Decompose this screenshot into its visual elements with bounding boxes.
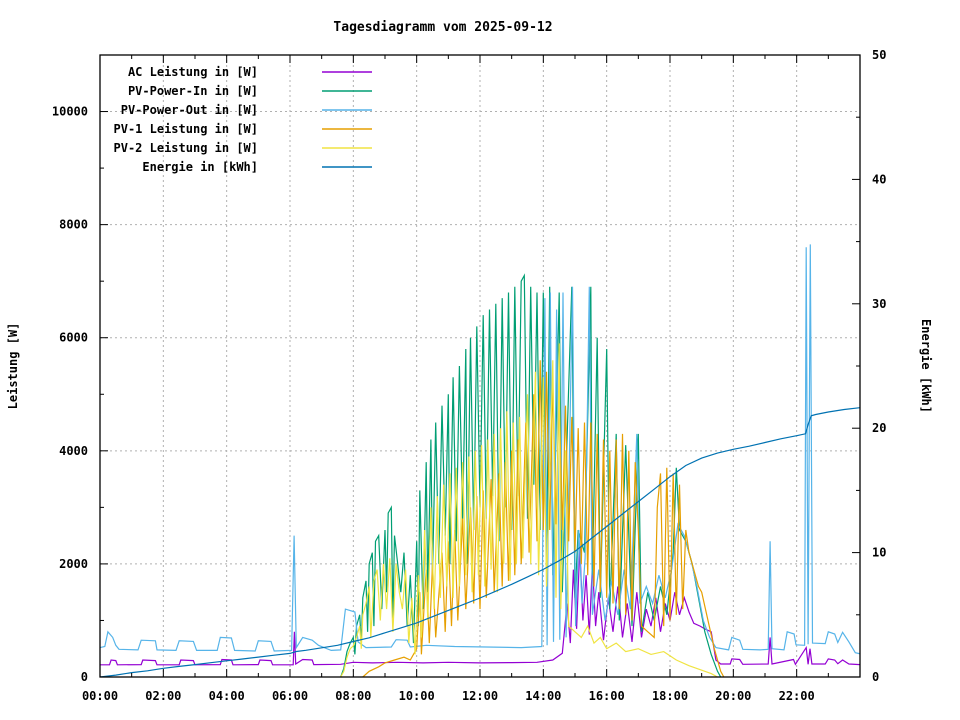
plot-border <box>99 54 861 678</box>
series-line-energie-in-kwh <box>100 407 860 677</box>
right-axis-title: Energie [kWh] <box>919 319 933 413</box>
tick-labels: 00:00 02:00 04:00 06:00 08:00 10:00 12:00 14:00… <box>52 48 887 703</box>
data-series <box>100 244 860 677</box>
y-left-tick-label: 10000 <box>52 105 88 119</box>
x-tick-label: 00:00 <box>82 689 118 703</box>
legend-label: PV-Power-In in [W] <box>128 84 258 98</box>
legend-item-energie-in-kwh: Energie in [kWh] <box>142 160 372 174</box>
y-right-tick-label: 50 <box>872 48 886 62</box>
x-tick-label: 12:00 <box>462 689 498 703</box>
x-tick-label: 06:00 <box>272 689 308 703</box>
y-left-tick-label: 8000 <box>59 218 88 232</box>
chart-title: Tagesdiagramm vom 2025-09-12 <box>333 20 552 35</box>
legend-label: Energie in [kWh] <box>142 160 258 174</box>
x-tick-label: 14:00 <box>525 689 561 703</box>
series-line-pv-power-in-in-w <box>340 273 722 677</box>
x-tick-label: 04:00 <box>209 689 245 703</box>
y-right-tick-label: 40 <box>872 172 886 186</box>
series-line-ac-leistung-in-w <box>100 546 860 666</box>
x-tick-label: 18:00 <box>652 689 688 703</box>
x-tick-label: 20:00 <box>715 689 751 703</box>
legend-label: AC Leistung in [W] <box>128 65 258 79</box>
x-tick-label: 08:00 <box>335 689 371 703</box>
x-tick-label: 02:00 <box>145 689 181 703</box>
y-right-tick-label: 20 <box>872 421 886 435</box>
legend: AC Leistung in [W] PV-Power-In in [W] PV-P… <box>114 65 372 174</box>
y-left-tick-label: 0 <box>81 670 88 684</box>
legend-item-pv-power-in-in-w: PV-Power-In in [W] <box>128 84 372 98</box>
legend-label: PV-1 Leistung in [W] <box>114 122 259 136</box>
series-line-pv-2-leistung-in-w <box>340 343 718 677</box>
legend-item-pv-1-leistung-in-w: PV-1 Leistung in [W] <box>114 122 372 136</box>
y-right-tick-label: 0 <box>872 670 879 684</box>
legend-label: PV-Power-Out in [W] <box>121 103 258 117</box>
y-right-tick-label: 30 <box>872 297 886 311</box>
legend-item-pv-power-out-in-w: PV-Power-Out in [W] <box>121 103 372 117</box>
y-left-tick-label: 2000 <box>59 557 88 571</box>
y-left-tick-label: 6000 <box>59 331 88 345</box>
series-line-pv-power-out-in-w <box>100 244 860 655</box>
legend-item-ac-leistung-in-w: AC Leistung in [W] <box>128 65 372 79</box>
axis-ticks <box>100 54 860 677</box>
legend-item-pv-2-leistung-in-w: PV-2 Leistung in [W] <box>114 141 372 155</box>
left-axis-title: Leistung [W] <box>6 323 20 410</box>
x-tick-label: 22:00 <box>779 689 815 703</box>
x-tick-label: 16:00 <box>589 689 625 703</box>
legend-label: PV-2 Leistung in [W] <box>114 141 259 155</box>
y-right-tick-label: 10 <box>872 546 886 560</box>
x-tick-label: 10:00 <box>399 689 435 703</box>
y-left-tick-label: 4000 <box>59 444 88 458</box>
